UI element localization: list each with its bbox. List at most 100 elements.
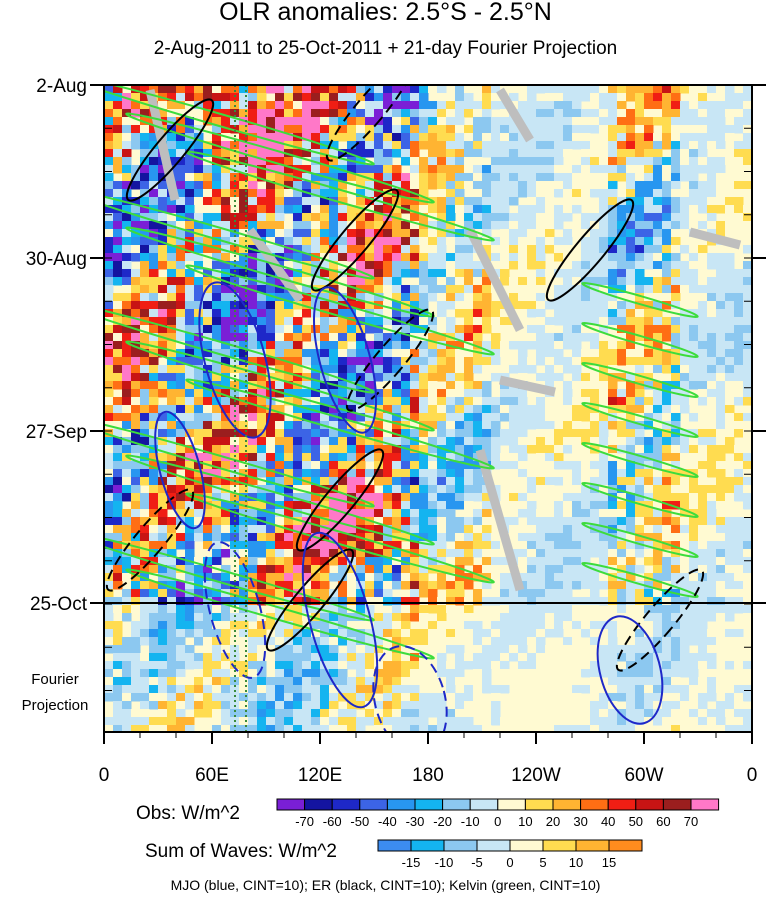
heatmap-cell: [725, 629, 735, 638]
heatmap-cell: [419, 381, 429, 390]
heatmap-cell: [500, 269, 510, 278]
heatmap-cell: [527, 245, 537, 254]
heatmap-cell: [275, 229, 285, 238]
heatmap-cell: [599, 173, 609, 182]
heatmap-cell: [581, 557, 591, 566]
heatmap-cell: [356, 309, 366, 318]
heatmap-cell: [203, 341, 213, 350]
heatmap-cell: [491, 197, 501, 206]
heatmap-cell: [509, 245, 519, 254]
heatmap-cell: [212, 637, 222, 646]
heatmap-cell: [743, 85, 752, 94]
heatmap-cell: [698, 333, 708, 342]
heatmap-cell: [473, 429, 483, 438]
heatmap-cell: [131, 549, 141, 558]
heatmap-cell: [725, 157, 735, 166]
heatmap-cell: [158, 533, 168, 542]
heatmap-cell: [383, 533, 393, 542]
heatmap-cell: [284, 309, 294, 318]
heatmap-cell: [167, 293, 177, 302]
heatmap-cell: [257, 565, 267, 574]
heatmap-cell: [230, 589, 240, 598]
heatmap-cell: [131, 357, 141, 366]
heatmap-cell: [518, 149, 528, 158]
heatmap-cell: [464, 357, 474, 366]
heatmap-cell: [392, 637, 402, 646]
heatmap-cell: [455, 341, 465, 350]
heatmap-cell: [266, 573, 276, 582]
heatmap-cell: [383, 261, 393, 270]
heatmap-cell: [401, 653, 411, 662]
heatmap-cell: [149, 261, 159, 270]
heatmap-cell: [248, 637, 258, 646]
heatmap-cell: [248, 405, 258, 414]
heatmap-cell: [590, 309, 600, 318]
heatmap-cell: [653, 157, 663, 166]
heatmap-cell: [167, 125, 177, 134]
heatmap-cell: [122, 253, 132, 262]
heatmap-cell: [212, 573, 222, 582]
heatmap-cell: [122, 141, 132, 150]
heatmap-cell: [563, 125, 573, 134]
heatmap-cell: [698, 157, 708, 166]
heatmap-cell: [653, 317, 663, 326]
heatmap-cell: [230, 493, 240, 502]
heatmap-cell: [158, 197, 168, 206]
heatmap-cell: [320, 117, 330, 126]
heatmap-cell: [518, 397, 528, 406]
heatmap-cell: [140, 597, 150, 606]
heatmap-cell: [617, 549, 627, 558]
heatmap-cell: [185, 117, 195, 126]
heatmap-cell: [491, 573, 501, 582]
heatmap-cell: [131, 669, 141, 678]
heatmap-cell: [671, 645, 681, 654]
heatmap-cell: [383, 405, 393, 414]
heatmap-cell: [401, 197, 411, 206]
heatmap-cell: [374, 317, 384, 326]
heatmap-cell: [725, 493, 735, 502]
heatmap-cell: [617, 557, 627, 566]
heatmap-cell: [563, 477, 573, 486]
heatmap-cell: [275, 621, 285, 630]
heatmap-cell: [176, 629, 186, 638]
heatmap-cell: [140, 637, 150, 646]
heatmap-cell: [554, 645, 564, 654]
heatmap-cell: [131, 629, 141, 638]
heatmap-cell: [599, 517, 609, 526]
heatmap-cell: [482, 509, 492, 518]
heatmap-cell: [140, 373, 150, 382]
heatmap-cell: [446, 605, 456, 614]
heatmap-cell: [338, 597, 348, 606]
heatmap-cell: [383, 309, 393, 318]
heatmap-cell: [680, 101, 690, 110]
heatmap-cell: [725, 101, 735, 110]
heatmap-cell: [383, 661, 393, 670]
heatmap-cell: [635, 661, 645, 670]
heatmap-cell: [680, 197, 690, 206]
heatmap-cell: [545, 509, 555, 518]
heatmap-cell: [104, 581, 114, 590]
heatmap-cell: [311, 205, 321, 214]
heatmap-cell: [617, 253, 627, 262]
heatmap-cell: [149, 645, 159, 654]
heatmap-cell: [716, 413, 726, 422]
heatmap-cell: [437, 549, 447, 558]
heatmap-cell: [635, 237, 645, 246]
heatmap-cell: [221, 597, 231, 606]
heatmap-cell: [536, 149, 546, 158]
heatmap-cell: [464, 373, 474, 382]
heatmap-cell: [347, 485, 357, 494]
heatmap-cell: [338, 253, 348, 262]
heatmap-cell: [383, 277, 393, 286]
heatmap-cell: [698, 149, 708, 158]
heatmap-cell: [338, 469, 348, 478]
heatmap-cell: [194, 605, 204, 614]
heatmap-cell: [167, 549, 177, 558]
heatmap-cell: [725, 557, 735, 566]
heatmap-cell: [635, 533, 645, 542]
heatmap-cell: [509, 645, 519, 654]
heatmap-cell: [383, 109, 393, 118]
heatmap-cell: [626, 269, 636, 278]
heatmap-cell: [392, 669, 402, 678]
heatmap-cell: [176, 445, 186, 454]
